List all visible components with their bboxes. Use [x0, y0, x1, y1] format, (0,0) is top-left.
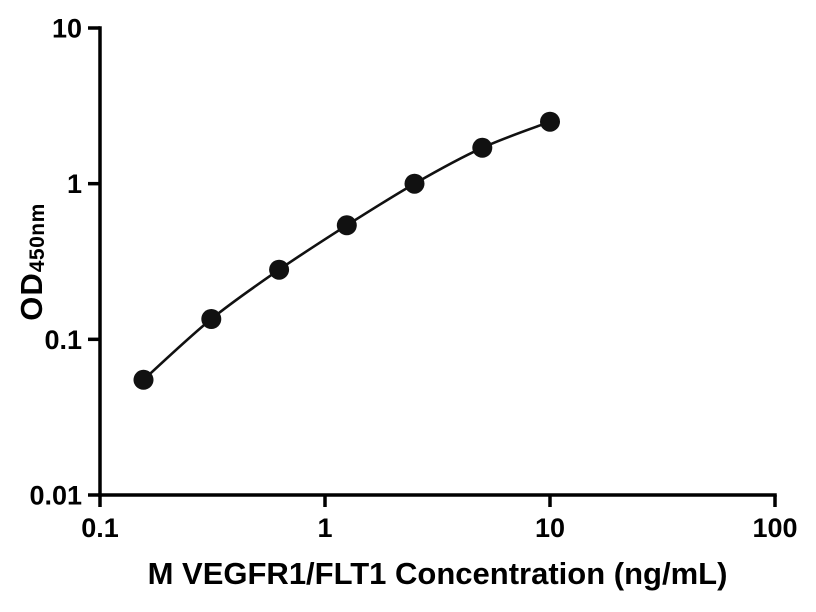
data-point [472, 137, 493, 158]
standard-curve-line [142, 120, 551, 381]
x-tick-label: 100 [752, 513, 797, 543]
x-axis-title: M VEGFR1/FLT1 Concentration (ng/mL) [147, 556, 728, 591]
x-tick-label: 0.1 [81, 513, 119, 543]
x-tick-label: 10 [535, 513, 565, 543]
data-point [133, 369, 154, 390]
y-axis-title: OD450nm [14, 203, 50, 321]
data-point [269, 259, 290, 280]
data-point [201, 309, 222, 329]
data-point [540, 111, 560, 132]
y-axis-title-subscript: 450nm [26, 203, 49, 273]
y-tick-label: 10 [52, 13, 82, 43]
data-point [336, 215, 357, 236]
y-axis-title-main: OD [14, 272, 49, 321]
data-point [404, 173, 425, 194]
x-tick-label: 1 [317, 513, 332, 543]
y-tick-label: 1 [67, 169, 82, 199]
y-tick-label: 0.01 [29, 480, 82, 510]
y-tick-label: 0.1 [44, 325, 82, 355]
